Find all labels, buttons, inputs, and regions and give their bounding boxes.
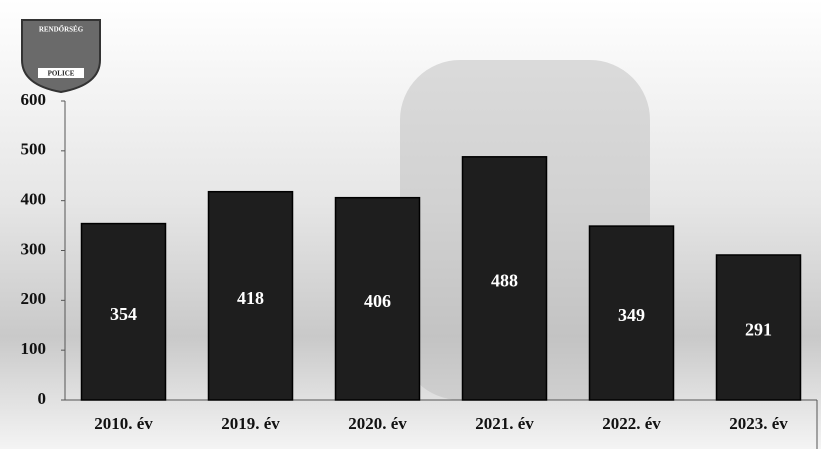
bar: [80, 222, 167, 401]
value-label: 291: [745, 320, 772, 340]
y-tick-label: 100: [21, 339, 47, 358]
y-tick-label: 0: [38, 389, 47, 408]
value-label: 406: [364, 291, 391, 311]
bar: [207, 190, 294, 401]
logo-bottom: POLICE: [48, 70, 75, 78]
y-tick-label: 300: [21, 239, 47, 258]
value-label: 354: [110, 304, 137, 324]
y-tick-label: 400: [21, 190, 47, 209]
logo: RENDŐRSÉG POLICE: [21, 19, 101, 94]
x-tick-label: 2020. év: [348, 414, 407, 433]
value-label: 488: [491, 271, 518, 291]
y-tick-label: 200: [21, 289, 47, 308]
logo-top: RENDŐRSÉG: [39, 26, 84, 34]
logo-banner: [38, 68, 84, 78]
y-tick-label: 600: [21, 90, 47, 109]
y-tick-label: 500: [21, 140, 47, 159]
bar: [461, 156, 548, 401]
x-tick-label: 2022. év: [602, 414, 661, 433]
bar: [715, 254, 802, 401]
x-tick-label: 2010. év: [94, 414, 153, 433]
value-label: 349: [618, 305, 645, 325]
value-label: 418: [237, 288, 264, 308]
bar: [588, 225, 675, 401]
x-tick-label: 2021. év: [475, 414, 534, 433]
x-tick-label: 2023. év: [729, 414, 788, 433]
x-tick-label: 2019. év: [221, 414, 280, 433]
bar: [334, 196, 421, 401]
